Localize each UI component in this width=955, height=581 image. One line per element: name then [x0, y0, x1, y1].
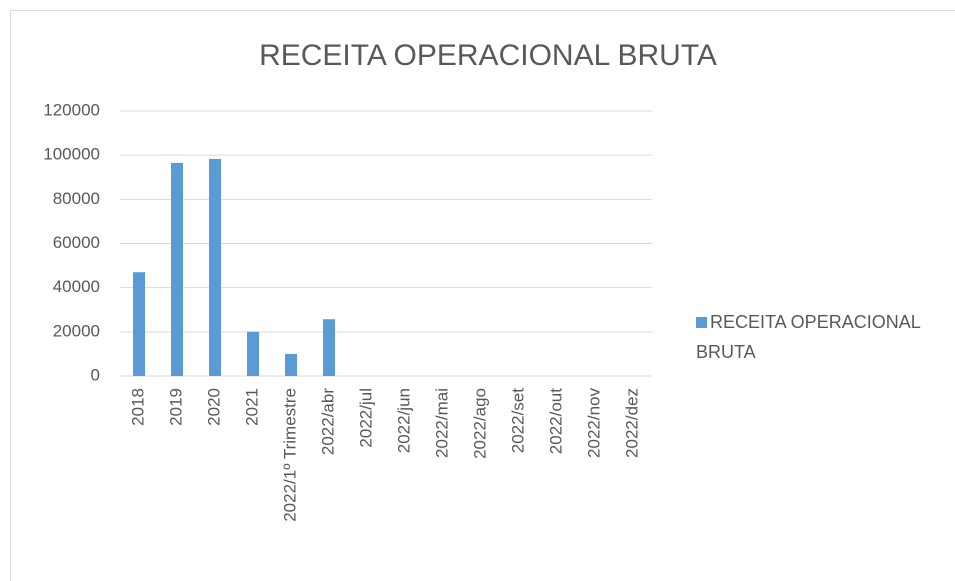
chart-title: RECEITA OPERACIONAL BRUTA — [259, 39, 717, 72]
x-tick-label: 2022/dez — [622, 388, 641, 458]
x-tick-label: 2022/set — [508, 388, 527, 453]
bar — [285, 353, 297, 376]
x-tick-label: 2022/jul — [356, 388, 375, 448]
y-tick-label: 120000 — [43, 100, 100, 119]
y-tick-label: 60000 — [53, 233, 100, 252]
x-tick-label: 2018 — [128, 388, 147, 426]
x-tick-label: 2022/mai — [432, 388, 451, 458]
bar — [247, 331, 259, 376]
y-tick-label: 100000 — [43, 145, 100, 164]
legend-swatch — [696, 317, 707, 328]
bar — [171, 162, 183, 376]
y-tick-label: 20000 — [53, 321, 100, 340]
y-tick-label: 80000 — [53, 189, 100, 208]
y-tick-label: 0 — [91, 365, 100, 384]
x-tick-label: 2022/out — [546, 388, 565, 454]
x-tick-label: 2022/1º Trimestre — [280, 388, 299, 522]
x-tick-label: 2022/ago — [470, 388, 489, 459]
bar — [323, 319, 335, 376]
y-tick-label: 40000 — [53, 277, 100, 296]
x-tick-label: 2022/abr — [318, 388, 337, 455]
chart-frame — [10, 10, 955, 581]
bar — [209, 158, 221, 376]
bar — [133, 272, 145, 376]
x-tick-label: 2021 — [242, 388, 261, 426]
legend-label: RECEITA OPERACIONAL BRUTA — [696, 312, 921, 362]
legend: RECEITA OPERACIONAL BRUTA — [696, 307, 951, 367]
x-tick-label: 2020 — [204, 388, 223, 426]
x-tick-label: 2022/nov — [584, 388, 603, 458]
x-tick-label: 2022/jun — [394, 388, 413, 453]
x-tick-label: 2019 — [166, 388, 185, 426]
